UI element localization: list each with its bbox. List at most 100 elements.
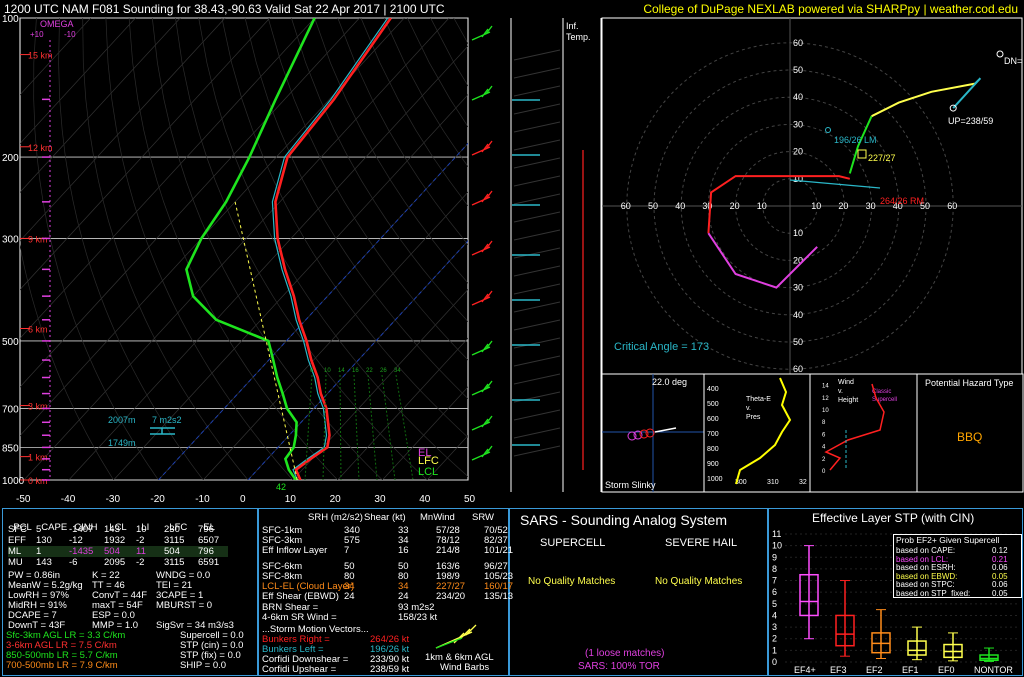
stp-box bbox=[907, 640, 927, 656]
mixing-ratio-line bbox=[339, 374, 342, 481]
stp-box bbox=[799, 573, 819, 617]
theta-x-tick: 300 bbox=[735, 479, 747, 486]
thermo-cell: ML bbox=[8, 546, 22, 557]
bunkers-left-value: 196/26 kt bbox=[370, 644, 410, 655]
stp-prob-label: based on CAPE: bbox=[896, 546, 956, 555]
lapse-rate: Sfc-3km AGL LR = 3.3 C/km bbox=[6, 630, 126, 641]
stp-y-tick: 9 bbox=[772, 552, 777, 562]
isotherm-line bbox=[20, 18, 271, 291]
hodo-dn-label: DN= bbox=[1004, 56, 1022, 66]
brn-value: 93 m2s2 bbox=[398, 602, 435, 613]
isotherm-line bbox=[20, 18, 315, 339]
stp-category: EF1 bbox=[902, 665, 919, 675]
speed-grid bbox=[513, 265, 561, 277]
col-li: LI bbox=[141, 522, 150, 533]
thermo-param: MidRH = 91% bbox=[8, 600, 67, 611]
wind-height-tick: 12 bbox=[822, 396, 829, 402]
kin-header: Shear (kt) bbox=[364, 512, 406, 523]
col-el: EL bbox=[203, 522, 215, 533]
thermo-cell: 3115 bbox=[164, 535, 185, 546]
mixing-ratio-label: 16 bbox=[352, 368, 359, 374]
wind-barb bbox=[471, 415, 493, 431]
wind-height-title: Wind bbox=[838, 379, 854, 386]
bunkers-right-value: 264/26 kt bbox=[370, 634, 410, 645]
isotherm-line bbox=[247, 240, 468, 480]
wind-barb bbox=[471, 340, 493, 356]
speed-grid bbox=[513, 301, 561, 313]
stp-y-tick: 1 bbox=[772, 645, 777, 655]
el-label: EL bbox=[418, 447, 431, 459]
stp-box bbox=[835, 614, 855, 647]
hodo-y-tick: 50 bbox=[793, 65, 803, 75]
critical-angle-label: Critical Angle = 173 bbox=[614, 341, 709, 353]
isotherm-line bbox=[202, 191, 468, 480]
stp-prob-label: based on STP_fixed: bbox=[896, 588, 971, 598]
temp-tick-label: 20 bbox=[330, 494, 342, 505]
credit-line: College of DuPage NEXLAB powered via SHA… bbox=[643, 2, 1018, 16]
thermo-cell: 6591 bbox=[198, 557, 220, 568]
thermo-row: MU 143 -6 2095 -2 3115 6591 bbox=[8, 557, 228, 568]
thermo-cell: 143 bbox=[104, 524, 120, 535]
storm-motion-label: ...Storm Motion Vectors... bbox=[262, 624, 369, 635]
theta-title: v. bbox=[746, 405, 751, 412]
classic-label: Supercell bbox=[872, 397, 897, 403]
wind-height-title: Height bbox=[838, 397, 858, 404]
dry-adiabat bbox=[175, 18, 428, 480]
slinky-title: Storm Slinky bbox=[605, 480, 656, 490]
srwind-value: 158/23 kt bbox=[398, 612, 438, 623]
theta-p-tick: 900 bbox=[707, 461, 719, 468]
speed-grid bbox=[513, 139, 561, 151]
wind-height-title: v. bbox=[838, 388, 843, 395]
pressure-tick-label: 300 bbox=[2, 234, 19, 245]
stp-panel bbox=[768, 508, 1023, 676]
stp-prob-value: 0.06 bbox=[992, 580, 1008, 589]
severe-index: Supercell = 0.0 bbox=[180, 630, 244, 641]
speed-grid bbox=[513, 355, 561, 367]
isotherm-line bbox=[20, 18, 136, 144]
stp-y-tick: 6 bbox=[772, 587, 777, 597]
mixing-ratio-line bbox=[381, 374, 396, 481]
kin-mnwind: 163/6 bbox=[436, 561, 460, 572]
wind-barb bbox=[471, 380, 493, 396]
thermo-param: ESP = 0.0 bbox=[92, 610, 135, 621]
col-pcl: PCL bbox=[13, 522, 32, 533]
slinky-angle: 22.0 deg bbox=[652, 377, 687, 387]
severe-index: SHIP = 0.0 bbox=[180, 660, 227, 671]
theta-p-tick: 400 bbox=[707, 386, 719, 393]
omega-tick: -10 bbox=[64, 30, 76, 39]
pressure-tick-label: 1000 bbox=[2, 476, 25, 487]
sfc-temp-label: 42 bbox=[276, 482, 286, 492]
wind-barb bbox=[471, 445, 493, 461]
temp-tick-label: 0 bbox=[240, 494, 246, 505]
kin-srh: 34 bbox=[344, 581, 355, 592]
temperature-profile bbox=[274, 18, 392, 480]
kin-header: SRW bbox=[472, 512, 494, 523]
thermo-param: TT = 46 bbox=[92, 580, 125, 591]
lfc-label: LFC bbox=[418, 455, 439, 467]
kin-mnwind: 57/28 bbox=[436, 525, 460, 536]
mixing-ratio-label: 22 bbox=[366, 368, 373, 374]
inf-temp-title: Temp. bbox=[566, 32, 591, 42]
hodo-y-tick: 50 bbox=[793, 337, 803, 347]
col-cape: CAPE bbox=[41, 522, 68, 533]
mixing-ratio-label: 34 bbox=[394, 368, 401, 374]
pressure-tick-label: 850 bbox=[2, 443, 19, 454]
hodo-segment bbox=[707, 175, 851, 234]
thermo-param: WNDG = 0.0 bbox=[156, 570, 211, 581]
dry-adiabat bbox=[105, 18, 294, 480]
corfidi-down-label: Corfidi Downshear = bbox=[262, 654, 349, 665]
wind-height-tick: 2 bbox=[822, 457, 826, 463]
theta-p-tick: 800 bbox=[707, 446, 719, 453]
thermo-panel bbox=[2, 508, 258, 676]
height-label: 0 km bbox=[28, 476, 48, 486]
theta-p-tick: 500 bbox=[707, 401, 719, 408]
hodo-x-tick: 10 bbox=[757, 201, 767, 211]
height-label: 12 km bbox=[28, 143, 53, 153]
skewt-frame bbox=[19, 17, 469, 481]
hodo-segment bbox=[871, 82, 976, 118]
kin-srw: 96/27 bbox=[484, 561, 508, 572]
height-label: 1 km bbox=[28, 453, 48, 463]
lcl-label: LCL bbox=[418, 466, 438, 478]
temp-tick-label: 50 bbox=[464, 494, 476, 505]
stp-prob-value: 0.05 bbox=[992, 588, 1008, 598]
